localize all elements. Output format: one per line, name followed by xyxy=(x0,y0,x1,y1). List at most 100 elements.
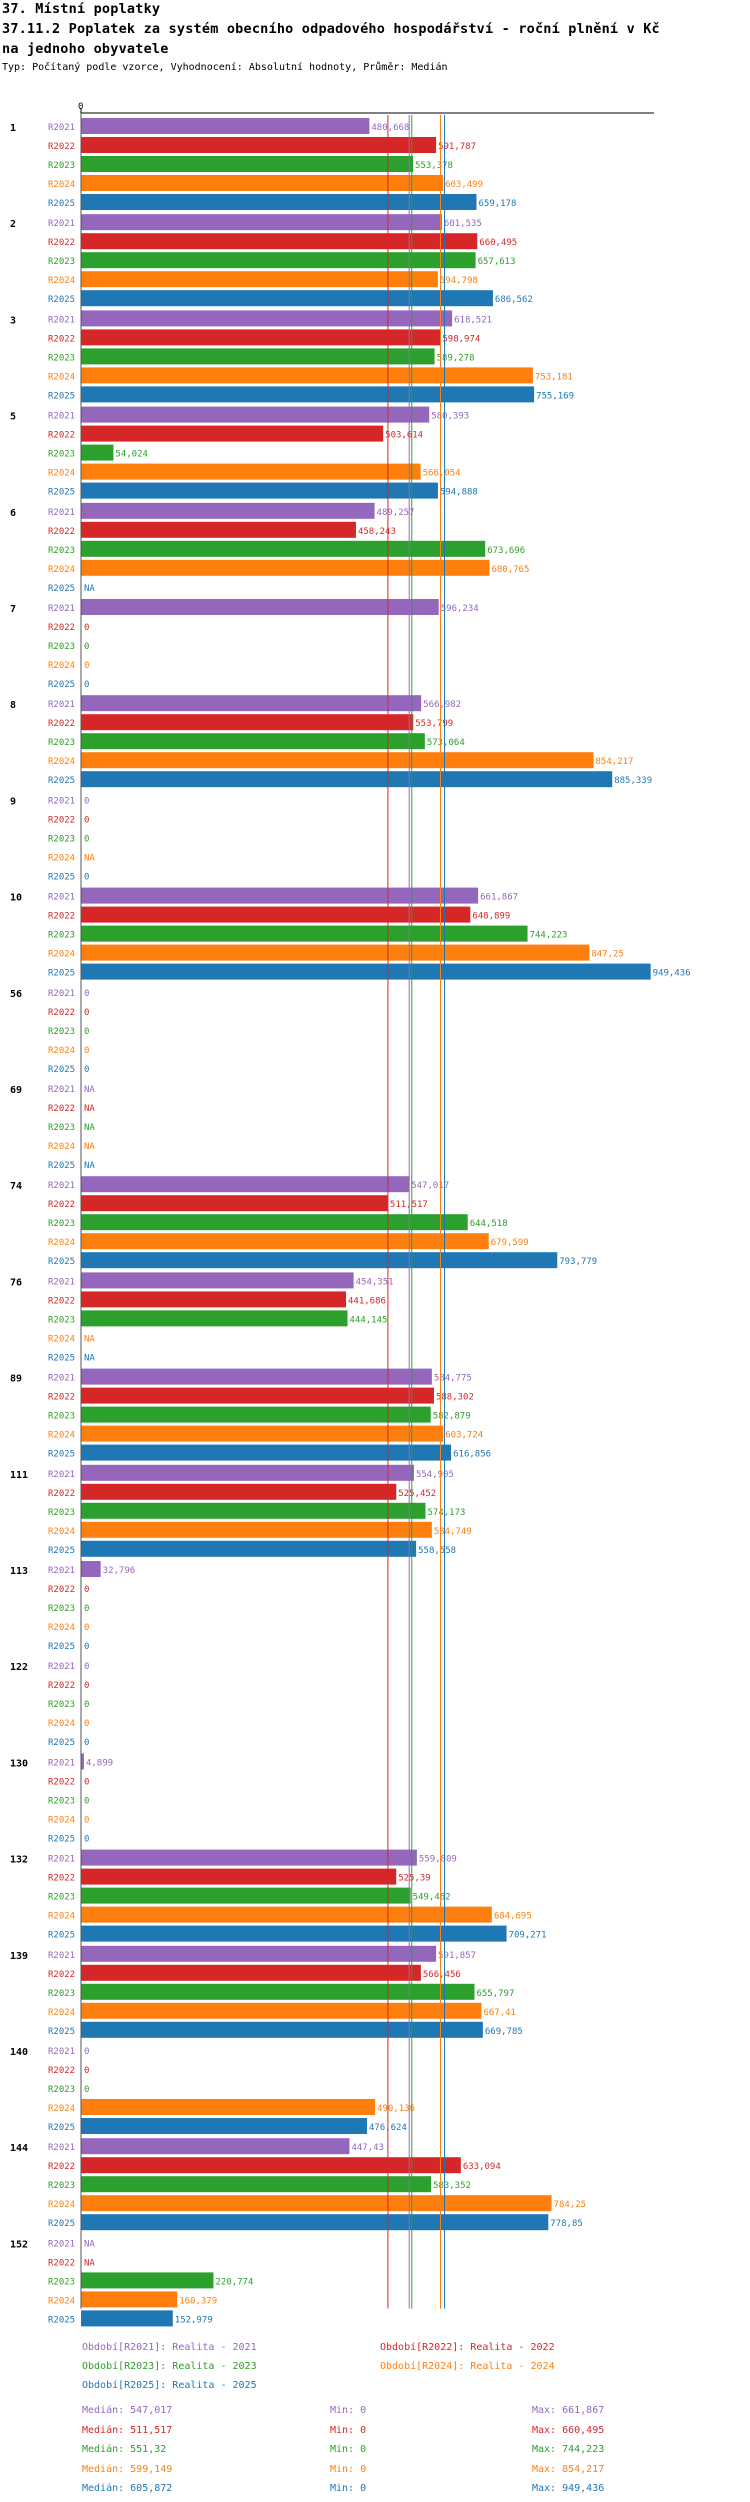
data-label: 0 xyxy=(84,989,89,999)
data-label: 0 xyxy=(84,872,89,882)
data-label: 0 xyxy=(84,1815,89,1825)
bar xyxy=(81,1214,468,1231)
chart-title: 37.11.2 Poplatek za systém obecního odpa… xyxy=(2,21,660,37)
bar xyxy=(81,1983,475,2000)
series-label: R2024 xyxy=(48,469,75,479)
bar xyxy=(81,1444,452,1461)
data-label: NA xyxy=(84,1353,95,1363)
data-label: 0 xyxy=(84,1008,89,1018)
data-label: 949,436 xyxy=(653,969,691,979)
series-label: R2023 xyxy=(48,1412,75,1422)
data-label: 0 xyxy=(84,1585,89,1595)
category-label: 140 xyxy=(10,2047,28,2058)
series-label: R2025 xyxy=(48,2123,75,2133)
legend-median: Medián: 605,872 xyxy=(82,2483,173,2494)
bar xyxy=(81,925,528,942)
data-label: 553,799 xyxy=(415,719,453,729)
data-label: 0 xyxy=(84,642,89,652)
series-label: R2022 xyxy=(48,1008,75,1018)
data-label: NA xyxy=(84,1334,95,1344)
series-label: R2022 xyxy=(48,1585,75,1595)
data-label: 655,797 xyxy=(476,1989,514,1999)
series-label: R2021 xyxy=(48,2047,75,2057)
bar xyxy=(81,906,471,923)
series-label: R2023 xyxy=(48,1027,75,1037)
category-label: 111 xyxy=(10,1470,28,1481)
bar xyxy=(81,425,384,442)
series-label: R2022 xyxy=(48,431,75,441)
series-label: R2025 xyxy=(48,1642,75,1652)
series-label: R2021 xyxy=(48,315,75,325)
data-label: 0 xyxy=(84,2047,89,2057)
bar xyxy=(81,386,535,403)
series-label: R2024 xyxy=(48,1527,75,1537)
series-label: R2021 xyxy=(48,604,75,614)
series-label: R2022 xyxy=(48,1393,75,1403)
series-label: R2023 xyxy=(48,2277,75,2287)
bar xyxy=(81,1925,507,1942)
data-label: 588,302 xyxy=(436,1393,474,1403)
data-label: 573,064 xyxy=(427,738,465,748)
category-label: 56 xyxy=(10,989,22,1000)
data-label: 0 xyxy=(84,1642,89,1652)
data-label: 644,518 xyxy=(470,1219,508,1229)
bar xyxy=(81,559,490,576)
series-label: R2024 xyxy=(48,1815,75,1825)
bar xyxy=(81,406,430,423)
bar xyxy=(81,1945,437,1962)
legend-max: Max: 660,495 xyxy=(532,2424,605,2436)
bar xyxy=(81,1291,347,1308)
bar xyxy=(81,348,435,365)
series-label: R2022 xyxy=(48,1970,75,1980)
series-label: R2021 xyxy=(48,1085,75,1095)
category-label: 5 xyxy=(10,412,16,423)
bar xyxy=(81,482,438,499)
legend-min: Min: 0 xyxy=(330,2444,367,2455)
bar xyxy=(81,310,453,327)
data-label: 32,796 xyxy=(103,1566,136,1576)
series-label: R2021 xyxy=(48,123,75,133)
series-label: R2025 xyxy=(48,295,75,305)
legend-period: Období[R2021]: Realita - 2021 xyxy=(82,2342,257,2353)
series-label: R2025 xyxy=(48,1257,75,1267)
series-label: R2022 xyxy=(48,623,75,633)
data-label: 591,787 xyxy=(438,142,476,152)
data-label: 220,774 xyxy=(215,2277,253,2287)
series-label: R2021 xyxy=(48,219,75,229)
data-label: 596,234 xyxy=(441,604,479,614)
data-label: 480,668 xyxy=(371,123,409,133)
series-label: R2024 xyxy=(48,372,75,382)
category-label: 9 xyxy=(10,796,16,807)
series-label: R2021 xyxy=(48,1758,75,1768)
series-label: R2024 xyxy=(48,1912,75,1922)
series-label: R2024 xyxy=(48,1046,75,1056)
bar xyxy=(81,2310,173,2327)
series-label: R2022 xyxy=(48,1874,75,1884)
series-label: R2024 xyxy=(48,2008,75,2018)
bar xyxy=(81,2002,482,2019)
series-label: R2023 xyxy=(48,738,75,748)
series-label: R2022 xyxy=(48,334,75,344)
bar xyxy=(81,1272,354,1289)
series-label: R2023 xyxy=(48,1893,75,1903)
category-label: 76 xyxy=(10,1277,22,1288)
bar xyxy=(81,194,477,210)
data-label: 0 xyxy=(84,1623,89,1633)
bar xyxy=(81,695,422,712)
data-label: 0 xyxy=(84,2085,89,2095)
data-label: 54,024 xyxy=(115,450,148,460)
series-label: R2023 xyxy=(48,353,75,363)
series-label: R2024 xyxy=(48,757,75,767)
data-label: 441,686 xyxy=(348,1296,386,1306)
data-label: 584,749 xyxy=(434,1527,472,1537)
series-label: R2025 xyxy=(48,2315,75,2325)
series-label: R2024 xyxy=(48,565,75,575)
series-label: R2022 xyxy=(48,142,75,152)
series-label: R2023 xyxy=(48,1796,75,1806)
legend-max: Max: 744,223 xyxy=(532,2444,605,2455)
bar xyxy=(81,1406,431,1423)
data-label: 584,775 xyxy=(434,1374,472,1384)
series-label: R2022 xyxy=(48,815,75,825)
bar xyxy=(81,714,414,731)
bar xyxy=(81,1233,489,1250)
